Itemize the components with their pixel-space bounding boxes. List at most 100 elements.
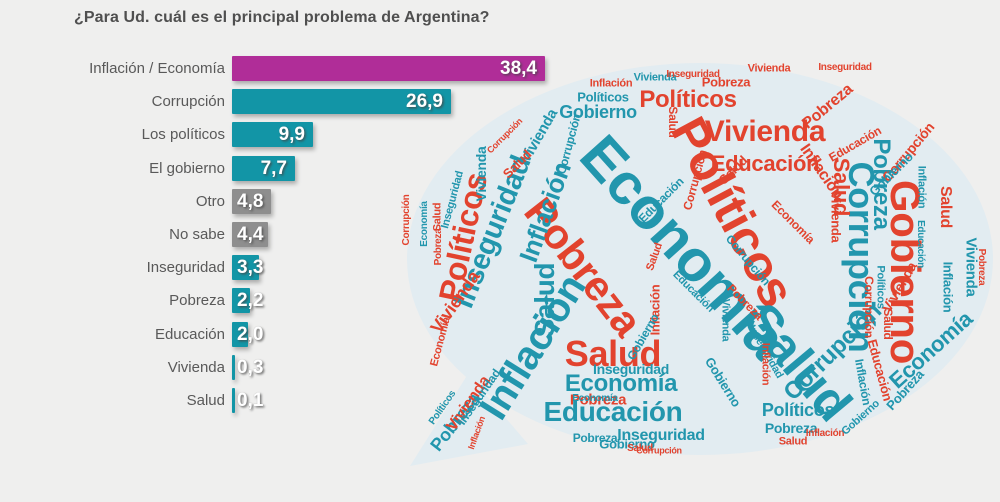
bar-track: 2,2 [232, 288, 560, 314]
word-cloud-word: Corrupción [862, 276, 876, 338]
word-cloud-word: Pobreza [764, 420, 818, 436]
speech-bubble-tail [410, 374, 528, 466]
word-cloud-word: Salud [564, 333, 662, 374]
word-cloud-word: Inflación [589, 77, 633, 90]
word-cloud-word: Salud [937, 185, 954, 229]
bar-row: Corrupción 26,9 [0, 89, 560, 115]
word-cloud-word: Pobreza [701, 74, 751, 90]
word-cloud-word: Vivienda [747, 62, 791, 75]
word-cloud-word: Educación [915, 220, 926, 268]
word-cloud-word: Vivienda [719, 298, 732, 342]
value-label: 26,9 [406, 91, 443, 113]
value-label: 3,3 [237, 257, 264, 279]
word-cloud-word: Inseguridad [818, 62, 872, 73]
value-label: 38,4 [500, 58, 537, 79]
bar [232, 89, 451, 115]
word-cloud-word: Pobreza [976, 248, 987, 286]
category-label: Los políticos [141, 126, 225, 144]
value-label: 0,1 [237, 389, 264, 411]
bar-chart-rows: Inflación / Economía 38,4 Corrupción 26,9 Lo… [0, 56, 560, 413]
bar-track: 4,8 [232, 188, 560, 214]
word-cloud-word: Inflación [805, 428, 845, 439]
bar-row: Pobreza 2,2 [0, 288, 560, 314]
word-cloud-word: Vivienda [473, 146, 489, 202]
bar-track: 9,9 [232, 122, 560, 148]
speech-bubble-shape [407, 63, 993, 466]
bar [232, 221, 268, 247]
category-label: Corrupción [151, 93, 225, 111]
word-cloud-word: Gobierno [599, 436, 655, 452]
bar-track: 7,7 [232, 155, 560, 181]
bar-row: El gobierno 7,7 [0, 155, 560, 181]
value-label: 4,8 [237, 190, 264, 212]
word-cloud-word: Economía [572, 393, 618, 404]
bar [232, 155, 295, 181]
value-label: 0,3 [237, 356, 264, 378]
bar [232, 188, 271, 214]
word-cloud-word: Salud [529, 262, 560, 338]
word-cloud-word: Políticos [639, 86, 737, 113]
bar-row: Salud 0,1 [0, 387, 560, 413]
word-cloud-word: Pobreza [569, 391, 627, 409]
bar-row: No sabe 4,4 [0, 221, 560, 247]
bar [232, 387, 235, 413]
bar [232, 321, 248, 347]
category-label: Inseguridad [146, 259, 225, 277]
bar-track: 26,9 [232, 89, 560, 115]
bar-track: 3,3 [232, 255, 560, 281]
word-cloud-word: Inflación [759, 342, 772, 386]
bar-chart: Inflación / Economía 38,4 Corrupción 26,9 Lo… [0, 56, 560, 421]
bar-track: 38,4 [232, 56, 560, 81]
word-cloud-word: Salud [666, 106, 680, 138]
category-label: El gobierno [149, 159, 225, 177]
value-label: 7,7 [260, 157, 287, 179]
category-label: Educación [154, 325, 225, 343]
word-cloud-word: Corrupción [485, 116, 525, 156]
bar [232, 56, 545, 81]
word-cloud-word: Vivienda [704, 115, 826, 148]
category-label: Pobreza [169, 292, 225, 310]
word-cloud-word: Inflación [915, 165, 928, 209]
word-cloud-word: Salud [627, 443, 653, 454]
word-cloud-word: Salud [778, 435, 808, 448]
bar [232, 255, 259, 281]
word-cloud-word: Educación [543, 396, 683, 427]
category-label: No sabe [169, 225, 225, 243]
word-cloud-word: Políticos [874, 265, 887, 309]
word-cloud-word: Pobreza [799, 80, 857, 133]
value-label: 2,2 [237, 290, 264, 312]
word-cloud-word: Economía [419, 201, 430, 247]
word-cloud-word: Pobreza [433, 228, 444, 266]
bar-row: Los políticos 9,9 [0, 122, 560, 148]
word-cloud-word: Corrupción [401, 194, 412, 246]
word-cloud-word: Salud [881, 308, 895, 340]
word-cloud-word: Educación [710, 151, 820, 176]
category-label: Inflación / Economía [89, 60, 225, 77]
bar [232, 122, 313, 148]
word-cloud-word: Gobierno [701, 354, 745, 410]
word-cloud-word: Inseguridad [592, 361, 670, 377]
word-cloud-word: Vivienda [828, 191, 844, 243]
bar [232, 354, 235, 380]
word-cloud-word: Políticos [577, 89, 629, 105]
bar [232, 288, 250, 314]
bar-row: Educación 2,0 [0, 321, 560, 347]
word-cloud-word: Inflación [940, 261, 956, 313]
word-cloud-word: Inseguridad [666, 69, 720, 80]
chart-title: ¿Para Ud. cuál es el principal problema … [74, 9, 490, 26]
bar-row: Inseguridad 3,3 [0, 255, 560, 281]
word-cloud-word: Corrupción [636, 445, 682, 456]
bar-row: Otro 4,8 [0, 188, 560, 214]
value-label: 4,4 [237, 223, 264, 245]
category-label: Vivienda [167, 358, 225, 376]
bar-track: 4,4 [232, 221, 560, 247]
word-cloud-words: Economía Políticos Salud Pobreza Inflación Go… [393, 52, 1000, 502]
bar-track: 0,1 [232, 387, 560, 413]
bar-row: Vivienda 0,3 [0, 354, 560, 380]
category-label: Salud [186, 391, 225, 409]
word-cloud-word: Pobreza [572, 431, 618, 445]
word-cloud-word: Inseguridad [617, 427, 705, 444]
value-label: 9,9 [278, 124, 305, 146]
word-cloud-word: Gobierno [559, 102, 637, 122]
